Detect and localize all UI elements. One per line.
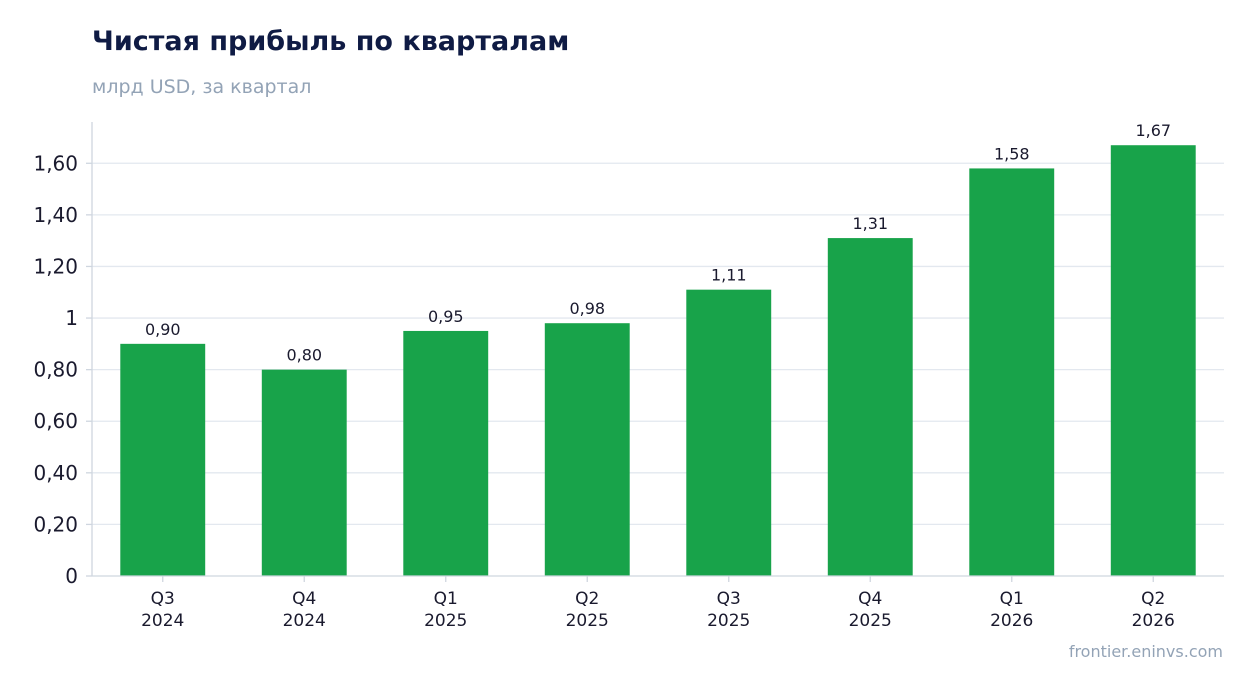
data-label: 0,90 (145, 320, 181, 339)
y-tick-label: 0,20 (33, 512, 78, 536)
source-credit: frontier.eninvs.com (1068, 642, 1223, 661)
data-label: 0,95 (428, 307, 464, 326)
x-tick-label-year: 2026 (1132, 611, 1175, 631)
x-tick-label-quarter: Q2 (1141, 589, 1165, 609)
x-tick-label-year: 2025 (424, 611, 467, 631)
y-tick-label: 0,40 (33, 461, 78, 485)
x-tick-label-quarter: Q3 (717, 589, 741, 609)
bar (827, 238, 913, 577)
bar (120, 343, 206, 576)
x-tick-label-quarter: Q2 (575, 589, 599, 609)
bar (403, 330, 489, 576)
x-tick-label-year: 2025 (566, 611, 609, 631)
y-tick-label: 1,60 (33, 151, 78, 175)
chart-subtitle: млрд USD, за квартал (92, 76, 312, 98)
y-tick-label: 0,80 (33, 358, 78, 382)
data-label: 1,11 (711, 266, 747, 285)
data-label: 0,80 (286, 346, 322, 365)
x-tick-label-quarter: Q4 (292, 589, 316, 609)
y-tick-label: 1,40 (33, 203, 78, 227)
bars (120, 145, 1196, 577)
data-label: 1,67 (1135, 121, 1171, 140)
x-tick-label-quarter: Q1 (1000, 589, 1024, 609)
x-tick-label-quarter: Q1 (434, 589, 458, 609)
chart-title: Чистая прибыль по кварталам (92, 26, 570, 57)
bar (1110, 145, 1196, 576)
bar (261, 369, 347, 576)
bar (686, 289, 772, 576)
y-tick-label: 1 (65, 306, 78, 330)
bar (969, 168, 1055, 576)
data-label: 1,31 (852, 214, 888, 233)
y-tick-label: 0 (65, 564, 78, 588)
bar (544, 323, 630, 576)
labels: 00,200,400,600,8011,201,401,600,90Q32024… (33, 121, 1174, 631)
x-tick-label-quarter: Q4 (858, 589, 882, 609)
x-tick-label-year: 2026 (990, 611, 1033, 631)
y-tick-label: 0,60 (33, 409, 78, 433)
x-tick-label-year: 2024 (141, 611, 184, 631)
x-tick-label-year: 2025 (707, 611, 750, 631)
x-tick-label-quarter: Q3 (151, 589, 175, 609)
axes (86, 122, 1224, 582)
data-label: 1,58 (994, 144, 1030, 163)
x-tick-label-year: 2025 (849, 611, 892, 631)
y-tick-label: 1,20 (33, 254, 78, 278)
x-tick-label-year: 2024 (283, 611, 326, 631)
data-label: 0,98 (569, 299, 605, 318)
